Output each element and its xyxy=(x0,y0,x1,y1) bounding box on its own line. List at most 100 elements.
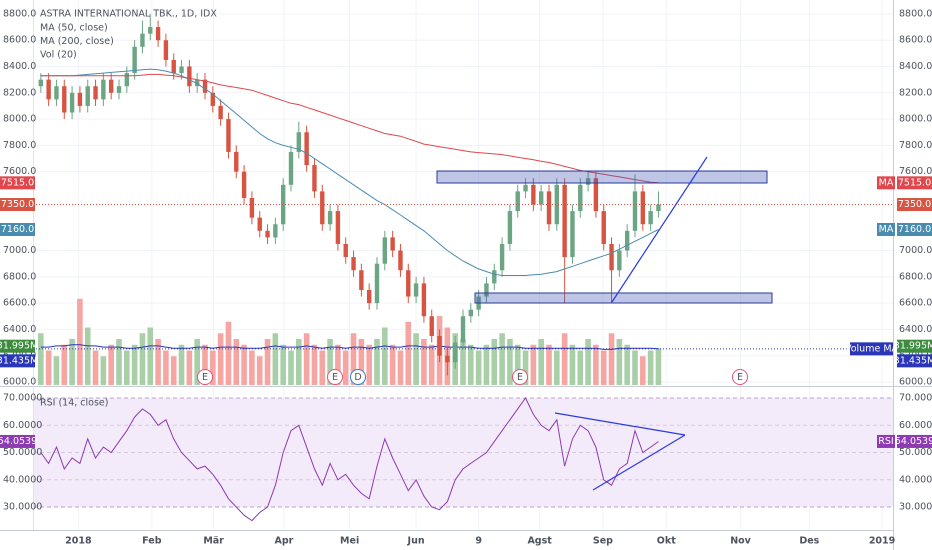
volume-bar xyxy=(170,356,177,385)
candle-body xyxy=(62,86,67,113)
candle-body xyxy=(374,263,380,304)
tag-text: 31.435M xyxy=(0,355,38,366)
candle-body xyxy=(148,27,153,34)
tag-box xyxy=(0,339,35,353)
y-tick-label: 40.0000 xyxy=(899,474,932,485)
volume-bar xyxy=(272,333,279,385)
y-tick-label: 7800.0 xyxy=(3,140,36,151)
y-tick-label: 8000.0 xyxy=(899,114,932,125)
volume-bar xyxy=(374,339,380,385)
tag-box xyxy=(897,354,932,368)
tag-box xyxy=(850,342,893,356)
candle-body xyxy=(546,191,552,225)
candle-body xyxy=(77,92,83,106)
tag-box xyxy=(897,223,932,237)
candle-body xyxy=(460,316,466,343)
tag-text: 7160.0 xyxy=(1,224,34,235)
y-tick-label: 8800.0 xyxy=(899,8,932,19)
volume-bar xyxy=(421,339,427,385)
series-tag: MA xyxy=(877,223,895,237)
event-label: D xyxy=(354,372,361,383)
tag-text: 31.435M xyxy=(894,355,932,366)
y-tick-label: 8600.0 xyxy=(899,35,932,46)
candle-body xyxy=(132,46,137,74)
candle-body xyxy=(624,230,630,251)
volume-bar xyxy=(577,350,584,385)
volume-bar xyxy=(139,333,146,385)
event-label: E xyxy=(332,372,338,383)
y-tick-label: 8200.0 xyxy=(3,87,36,98)
y-tick-label: 6400.0 xyxy=(899,324,932,335)
volume-bar xyxy=(178,344,185,385)
candle-body xyxy=(69,92,75,113)
candle-body xyxy=(617,250,622,271)
price-tag: 31.435M xyxy=(0,354,38,368)
tag-box xyxy=(0,198,35,212)
price-tag: 31.995M xyxy=(894,339,932,353)
y-tick-label: 8200.0 xyxy=(899,87,932,98)
volume-bar xyxy=(233,339,240,385)
candle-body xyxy=(531,184,536,205)
series-tag: Volume MA xyxy=(845,342,899,356)
volume-bar xyxy=(538,339,544,385)
legend-entry: Vol (20) xyxy=(40,50,77,61)
legend-entry: RSI (14, close) xyxy=(40,398,108,409)
event-marker xyxy=(350,369,366,385)
candle-body xyxy=(108,79,114,93)
tag-text: 7350.0 xyxy=(898,199,931,210)
series-tag: RSI xyxy=(877,434,895,448)
x-tick-label: Jun xyxy=(407,536,425,547)
volume-bar xyxy=(92,350,99,385)
candle-body xyxy=(38,79,44,87)
x-tick-label: Agst xyxy=(527,536,552,547)
volume-bar xyxy=(311,344,318,385)
candle-body xyxy=(523,184,528,192)
candle-body xyxy=(585,178,591,185)
y-tick-label: 70.0000 xyxy=(899,393,932,404)
y-tick-label: 7600.0 xyxy=(3,166,36,177)
event-label: E xyxy=(202,372,208,383)
volume-bar xyxy=(155,339,161,385)
series-tag: MA xyxy=(877,176,895,190)
tag-text: 7160.0 xyxy=(898,224,931,235)
candle-body xyxy=(421,283,427,317)
tag-text: 54.0539 xyxy=(0,436,37,447)
volume-bar xyxy=(163,350,169,385)
candle-body xyxy=(280,184,286,225)
tag-text: 31.995M xyxy=(0,341,38,352)
y-tick-label: 7000.0 xyxy=(3,245,36,256)
y-tick-label: 7600.0 xyxy=(899,166,932,177)
volume-bar xyxy=(358,339,365,385)
price-tag: 7350.0 xyxy=(897,198,932,212)
x-tick-label: Apr xyxy=(275,536,294,547)
volume-bar xyxy=(624,344,630,385)
candle-body xyxy=(249,197,255,218)
price-tag: 54.0539 xyxy=(895,434,932,448)
candle-body xyxy=(46,79,51,100)
candle-body xyxy=(648,211,653,225)
x-tick-label: Feb xyxy=(142,536,162,547)
x-tick-label: Sep xyxy=(593,536,613,547)
volume-bar xyxy=(640,356,646,385)
x-tick-label: Nov xyxy=(730,536,751,547)
series-line xyxy=(40,344,659,350)
tag-text: 7515.0 xyxy=(898,177,931,188)
y-tick-label: 6000.0 xyxy=(3,376,36,387)
candle-body xyxy=(640,191,646,225)
y-tick-label: 6600.0 xyxy=(899,298,932,309)
candle-body xyxy=(218,105,223,120)
series-line xyxy=(40,397,659,522)
volume-bar xyxy=(382,327,388,385)
volume-bar xyxy=(561,333,568,385)
volume-bar xyxy=(280,344,286,385)
x-tick-label: 9 xyxy=(475,536,482,547)
y-tick-label: 60.0000 xyxy=(3,420,42,431)
volume-bar xyxy=(647,350,654,385)
volume-bar xyxy=(554,350,560,385)
event-marker xyxy=(197,369,213,385)
volume-bar xyxy=(655,348,662,385)
candle-body xyxy=(155,27,161,41)
volume-bar xyxy=(53,356,60,385)
candle-body xyxy=(499,243,505,271)
